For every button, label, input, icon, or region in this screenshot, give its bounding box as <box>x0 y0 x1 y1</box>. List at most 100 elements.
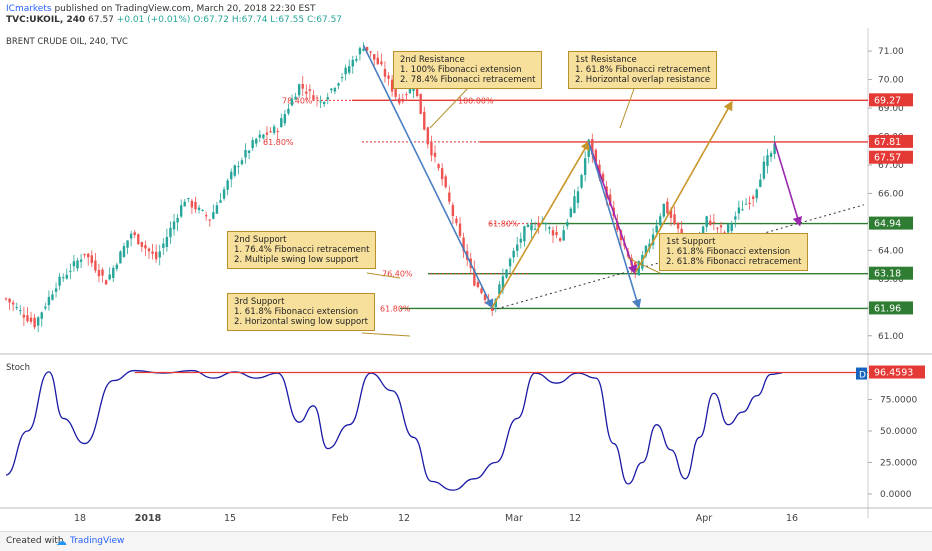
chart-header: ICmarkets published on TradingView.com, … <box>0 0 932 28</box>
candle-body <box>94 260 97 271</box>
published-text: published on TradingView.com, March 20, … <box>54 4 316 14</box>
level-tag-label: 69.27 <box>874 95 901 106</box>
time-tick-label: Apr <box>696 513 713 524</box>
price-tick-label: 70.00 <box>878 76 904 86</box>
candle-body <box>530 224 533 231</box>
candle-body <box>326 97 329 100</box>
candle-body <box>208 219 211 221</box>
candle-body <box>415 85 419 97</box>
price-tick-label: 63.00 <box>878 275 904 285</box>
candle-body <box>119 251 122 264</box>
stoch-tick-label: 50.0000 <box>880 427 917 437</box>
candle-body <box>680 228 683 235</box>
annotation-2nd-support: 2nd Support 1. 76.4% Fibonacci retraceme… <box>227 231 377 269</box>
annotation-1st-support: 1st Support 1. 61.8% Fibonacci extension… <box>659 233 809 271</box>
author-link[interactable]: ICmarkets <box>6 4 52 14</box>
candle-body <box>222 189 226 199</box>
candle-body <box>508 258 512 267</box>
candle-body <box>433 152 437 157</box>
candle-body <box>376 57 379 65</box>
candle-body <box>348 66 351 73</box>
last-price: 67.57 <box>88 15 114 25</box>
fib-label: 61.80% <box>488 220 519 229</box>
candle-body <box>58 276 61 286</box>
candle-body <box>179 205 183 217</box>
candle-body <box>601 173 605 182</box>
projection-arrow-purple <box>773 141 803 227</box>
candle-body <box>651 234 655 246</box>
level-tag-label: 67.57 <box>874 153 901 164</box>
price-tick-label: 61.00 <box>878 332 904 342</box>
chart-canvas[interactable]: BRENT CRUDE OIL, 240, TVC61.0062.0063.00… <box>0 28 932 531</box>
candle-body <box>183 201 186 207</box>
fib-label: 100.00% <box>458 96 494 105</box>
candle-body <box>36 317 40 326</box>
candle-body <box>108 274 111 280</box>
price-tick-label: 67.00 <box>878 161 904 171</box>
level-tag-label: 63.18 <box>874 269 901 280</box>
candle-body <box>104 280 108 285</box>
projection-arrow-blue <box>587 141 642 310</box>
time-tick-label: 18 <box>74 513 86 524</box>
candle-body <box>226 180 229 190</box>
candle-body <box>644 245 648 256</box>
level-tag-support <box>869 216 913 230</box>
candle-body <box>194 201 197 210</box>
candle-body <box>126 240 129 248</box>
candle-body <box>755 189 758 199</box>
level-tag-resistance <box>869 134 913 148</box>
candle-body <box>505 269 508 278</box>
fib-label: 61.80% <box>380 304 411 313</box>
candle-body <box>230 171 233 180</box>
candle-body <box>701 226 705 234</box>
candle-body <box>280 118 283 128</box>
candle-body <box>390 79 394 92</box>
candle-body <box>133 232 136 236</box>
level-tag-resistance <box>869 93 913 107</box>
candle-body <box>11 302 15 305</box>
candle-body <box>426 127 430 145</box>
candle-body <box>40 312 43 319</box>
candle-body <box>129 233 133 239</box>
candle-body <box>719 225 723 228</box>
level-tag-label: 67.81 <box>874 137 901 148</box>
candle-body <box>387 75 390 79</box>
candle-body <box>244 149 247 158</box>
candle-body <box>730 223 733 232</box>
candle-body <box>759 179 762 187</box>
candle-body <box>290 98 294 106</box>
candle-body <box>766 155 769 166</box>
candle-body <box>655 225 658 233</box>
candle-body <box>533 228 537 230</box>
candle-body <box>526 224 530 227</box>
candle-body <box>365 46 369 51</box>
candle-body <box>287 108 290 114</box>
time-tick-label: 12 <box>398 513 410 524</box>
candle-body <box>269 131 272 133</box>
candle-body <box>383 68 387 77</box>
candle-body <box>659 216 662 226</box>
candle-body <box>401 98 405 102</box>
candle-body <box>737 207 741 214</box>
candle-body <box>562 230 565 241</box>
candle-body <box>458 223 462 237</box>
candle-body <box>537 222 540 227</box>
candle-body <box>419 93 422 115</box>
tradingview-brand-link[interactable]: TradingView <box>70 536 125 546</box>
candle-body <box>33 317 36 328</box>
projection-arrow-blue <box>362 45 494 310</box>
level-tag-label: 61.96 <box>874 303 901 314</box>
candle-body <box>476 282 480 288</box>
level-tag-support <box>869 301 913 315</box>
candle-body <box>608 194 612 206</box>
candle-body <box>333 88 337 92</box>
candle-body <box>423 111 426 130</box>
candle-body <box>65 274 68 279</box>
candle-body <box>451 204 455 217</box>
candle-body <box>197 207 201 210</box>
candle-body <box>29 317 33 322</box>
candle-body <box>519 238 522 243</box>
time-tick-label: Feb <box>332 513 349 524</box>
time-tick-label: Mar <box>505 513 523 524</box>
candle-body <box>240 160 244 165</box>
